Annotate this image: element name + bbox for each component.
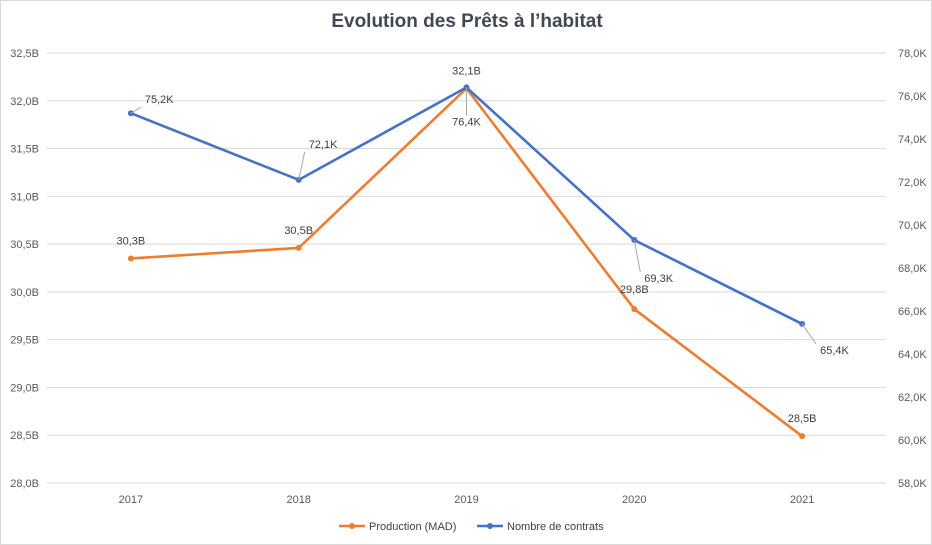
series-layer [127,84,806,440]
y-left-tick-label: 29,5B [10,335,39,347]
y-left-tick-label: 31,0B [10,191,39,203]
y-right-tick-label: 74,0K [898,134,927,146]
data-point [295,244,302,251]
y-left-tick-label: 30,5B [10,239,39,251]
data-label: 75,2K [145,94,174,106]
data-label: 76,4K [452,116,481,128]
x-tick-label: 2018 [286,494,310,506]
series-line-production [130,87,803,438]
data-point [631,306,638,313]
y-right-tick-label: 72,0K [898,177,927,189]
label-leader-lines [130,87,817,345]
data-point [799,433,806,440]
leader-line [633,239,641,273]
x-tick-label: 2021 [790,494,814,506]
y-right-tick-label: 76,0K [898,91,927,103]
y-right-tick-label: 60,0K [898,435,927,447]
chart-title: Evolution des Prêts à l’habitat [331,11,603,32]
leader-line [298,151,306,180]
data-point [127,255,134,262]
y-left-tick-label: 30,0B [10,287,39,299]
y-right-tick-label: 70,0K [898,220,927,232]
y-left-tick-label: 28,0B [10,478,39,490]
data-label: 65,4K [820,345,849,357]
data-label: 69,3K [644,273,673,285]
y-right-tick-label: 78,0K [898,48,927,60]
x-tick-label: 2020 [622,494,646,506]
legend: Production (MAD) Nombre de contrats [339,521,604,533]
leader-line [801,323,817,345]
legend-entry: Production (MAD) [369,521,456,533]
y-right-tick-label: 64,0K [898,349,927,361]
y-left-tick-label: 29,0B [10,382,39,394]
legend-entry: Nombre de contrats [507,521,604,533]
data-label: 72,1K [309,139,338,151]
legend-swatch-marker [349,523,355,529]
data-label: 32,1B [452,65,481,77]
x-tick-label: 2019 [454,494,478,506]
left-axis: 28,0B 28,5B 29,0B 29,5B 30,0B 30,5B 31,0B 31,5B… [10,48,39,490]
y-left-tick-label: 31,5B [10,144,39,156]
y-left-tick-label: 32,5B [10,48,39,60]
leader-line [130,106,142,114]
data-label: 29,8B [620,284,649,296]
y-left-tick-label: 28,5B [10,430,39,442]
y-right-tick-label: 62,0K [898,392,927,404]
legend-swatch-marker [487,523,493,529]
x-tick-label: 2017 [119,494,143,506]
data-label: 30,5B [284,225,313,237]
x-axis: 2017 2018 2019 2020 2021 [119,494,815,506]
data-labels: 30,3B 30,5B 32,1B 29,8B 28,5B 75,2K 72,1K 76,4K… [117,65,850,425]
y-left-tick-label: 32,0B [10,96,39,108]
y-right-tick-label: 68,0K [898,263,927,275]
data-label: 30,3B [117,235,146,247]
y-right-tick-label: 66,0K [898,306,927,318]
y-right-tick-label: 58,0K [898,478,927,490]
data-label: 28,5B [788,413,817,425]
right-axis: 58,0K 60,0K 62,0K 64,0K 66,0K 68,0K 70,0K 72,0K… [898,48,927,490]
